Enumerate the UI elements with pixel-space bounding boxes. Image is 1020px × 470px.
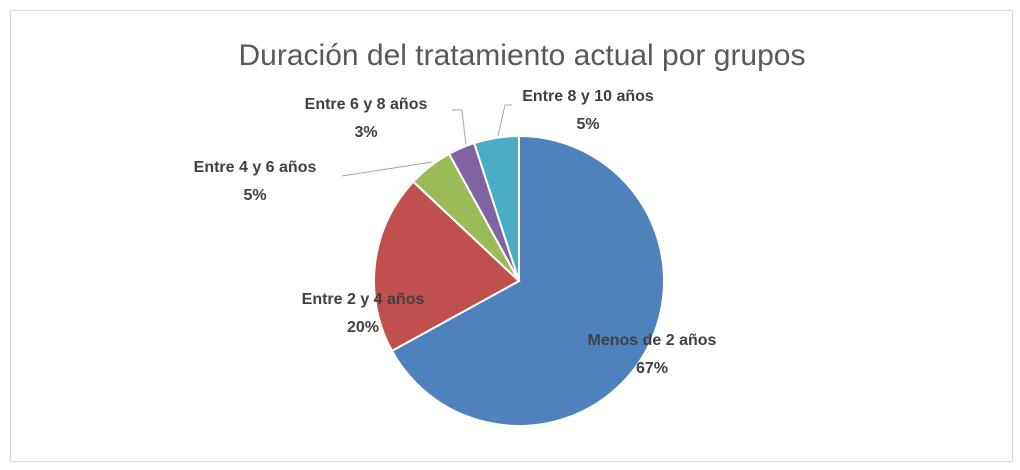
pie-slice xyxy=(373,180,521,353)
pie-slice xyxy=(472,134,520,282)
leader-line xyxy=(497,104,512,137)
data-label-value: 67% xyxy=(636,360,668,377)
data-label-value: 3% xyxy=(354,124,377,141)
pie-slice xyxy=(390,134,665,427)
data-label-name: Entre 2 y 4 años xyxy=(302,291,425,308)
chart-title: Duración del tratamiento actual por grup… xyxy=(239,39,806,72)
data-label-name: Entre 6 y 8 años xyxy=(305,96,428,113)
data-label-value: 5% xyxy=(576,116,599,133)
data-label-name: Entre 8 y 10 años xyxy=(522,88,654,105)
data-label-name: Entre 4 y 6 años xyxy=(194,159,317,176)
data-label-name: Menos de 2 años xyxy=(588,332,717,349)
data-label-value: 5% xyxy=(243,187,266,204)
data-label-value: 20% xyxy=(347,319,379,336)
leader-line xyxy=(341,161,433,177)
leader-line xyxy=(452,109,467,147)
